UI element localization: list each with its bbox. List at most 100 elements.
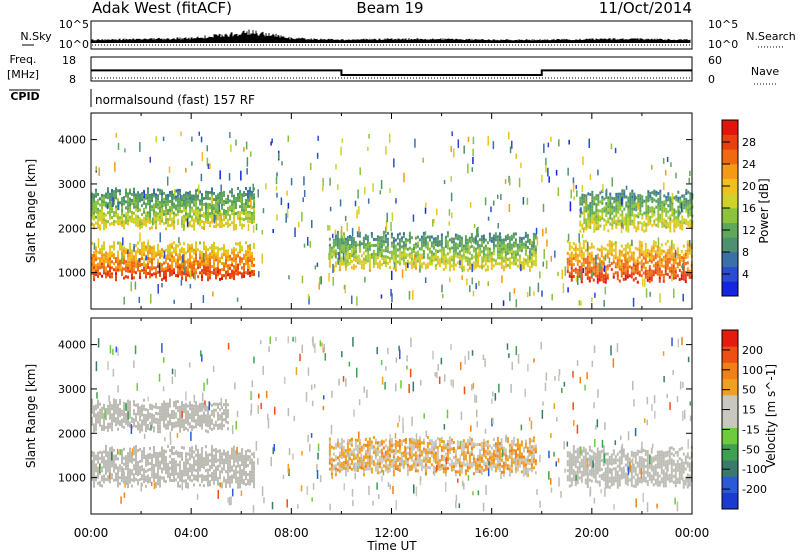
data-cell <box>205 454 207 458</box>
data-cell <box>221 194 223 198</box>
data-cell <box>207 260 209 264</box>
data-cell <box>97 210 99 214</box>
data-cell <box>452 258 455 262</box>
data-cell <box>648 250 651 254</box>
data-cell <box>596 268 599 272</box>
data-cell <box>685 189 688 193</box>
data-cell <box>181 264 183 268</box>
data-cell <box>155 196 157 200</box>
noise-cell <box>286 208 289 219</box>
data-cell <box>448 268 451 272</box>
data-cell <box>95 200 97 204</box>
data-cell <box>97 216 99 220</box>
noise-cell <box>424 207 427 214</box>
data-cell <box>209 246 211 250</box>
data-cell <box>139 272 141 276</box>
data-cell <box>219 271 221 275</box>
data-cell <box>183 242 185 246</box>
data-cell <box>151 205 153 209</box>
data-cell <box>163 461 165 465</box>
data-cell <box>424 239 427 243</box>
data-cell <box>464 256 467 260</box>
data-cell <box>606 243 609 247</box>
data-cell <box>145 248 147 252</box>
data-cell <box>249 253 251 257</box>
data-cell <box>93 457 95 461</box>
data-cell <box>97 451 99 455</box>
data-cell <box>165 450 167 454</box>
noise-cell <box>229 132 231 138</box>
data-cell <box>585 209 588 213</box>
data-cell <box>153 254 155 258</box>
data-cell <box>101 214 103 218</box>
data-cell <box>181 476 183 480</box>
data-cell <box>442 255 445 259</box>
data-cell <box>344 246 347 250</box>
data-cell <box>135 208 137 212</box>
data-cell <box>103 200 105 204</box>
data-cell <box>207 471 209 475</box>
data-cell <box>223 217 225 221</box>
noise-cell <box>174 189 176 196</box>
data-cell <box>193 203 195 207</box>
data-cell <box>673 226 676 230</box>
noise-cell <box>643 278 646 287</box>
data-cell <box>155 454 157 458</box>
data-cell <box>598 248 601 252</box>
data-cell <box>646 275 649 279</box>
data-cell <box>187 473 189 477</box>
data-cell <box>105 266 107 270</box>
data-cell <box>125 206 127 210</box>
noise-cell <box>568 139 570 145</box>
cpid-text: normalsound (fast) 157 RF <box>95 93 255 107</box>
data-cell <box>159 221 161 225</box>
data-cell <box>201 450 203 454</box>
noise-cell <box>671 192 674 203</box>
data-cell <box>689 210 692 214</box>
noise-cell <box>220 215 222 221</box>
data-cell <box>253 199 255 203</box>
noise-cell <box>173 299 175 304</box>
data-cell <box>466 247 469 251</box>
data-cell <box>203 262 205 266</box>
data-cell <box>394 268 397 272</box>
data-cell <box>149 202 151 206</box>
data-cell <box>183 205 185 209</box>
data-cell <box>233 206 235 210</box>
data-cell <box>645 204 648 208</box>
data-cell <box>229 223 231 227</box>
data-cell <box>109 254 111 258</box>
data-cell <box>663 203 666 207</box>
data-cell <box>663 194 666 198</box>
noise-cell <box>278 152 280 160</box>
data-cell <box>201 278 203 282</box>
data-cell <box>167 468 169 472</box>
data-cell <box>111 194 113 198</box>
data-cell <box>660 273 663 277</box>
data-cell <box>195 477 197 481</box>
data-cell <box>388 265 391 269</box>
data-cell <box>195 189 197 193</box>
data-cell <box>143 480 145 484</box>
data-cell <box>631 204 634 208</box>
data-cell <box>616 256 619 260</box>
data-cell <box>201 465 203 469</box>
data-cell <box>506 245 509 249</box>
data-cell <box>334 243 337 247</box>
data-cell <box>135 457 137 461</box>
noise-cell <box>603 265 606 272</box>
data-cell <box>512 256 515 260</box>
data-cell <box>129 269 131 273</box>
data-cell <box>516 264 519 268</box>
data-cell <box>458 253 461 257</box>
data-cell <box>133 199 135 203</box>
data-cell <box>177 197 179 201</box>
data-cell <box>350 254 353 258</box>
data-cell <box>177 188 179 192</box>
data-cell <box>237 254 239 258</box>
data-cell <box>580 280 583 284</box>
noise-cell <box>147 239 150 250</box>
data-cell <box>129 251 131 255</box>
data-cell <box>613 197 616 201</box>
data-cell <box>334 249 337 253</box>
